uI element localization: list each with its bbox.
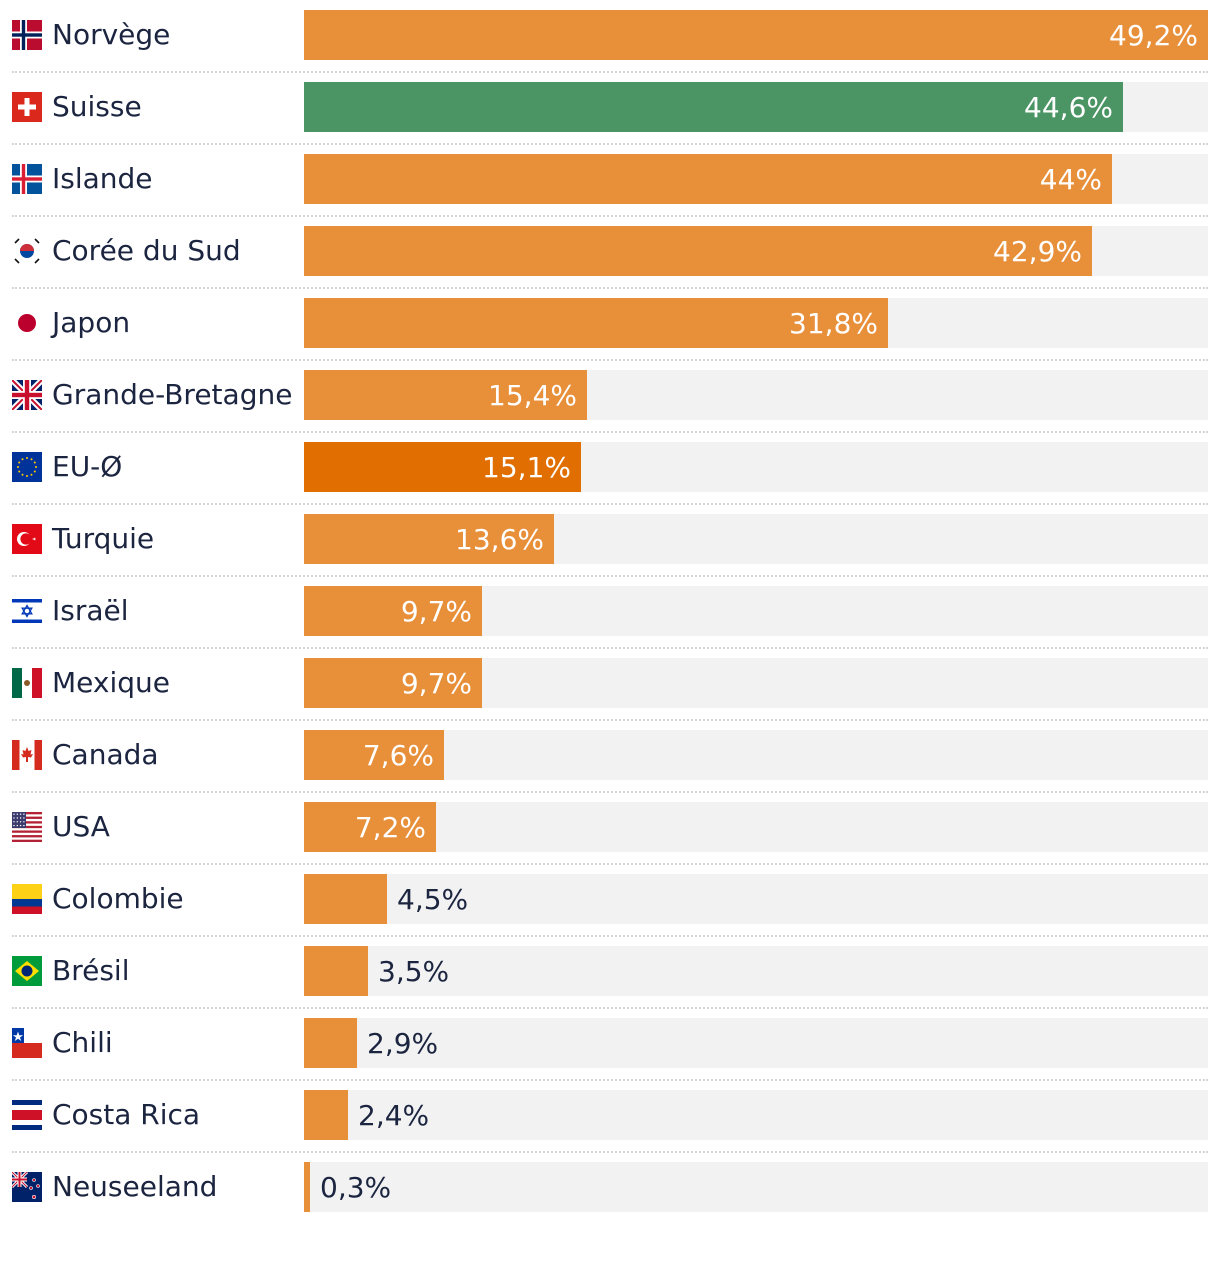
bar — [304, 298, 888, 348]
bar-track — [304, 1018, 1208, 1068]
country-label: Suisse — [52, 90, 142, 123]
country-label: Brésil — [52, 954, 130, 987]
bar-track — [304, 1162, 1208, 1212]
value-label: 9,7% — [400, 595, 472, 628]
new-zealand-flag-icon — [10, 1170, 42, 1202]
chile-flag-icon — [12, 1028, 42, 1058]
bar — [304, 1018, 357, 1068]
value-label: 2,9% — [367, 1027, 439, 1060]
country-label: Norvège — [52, 18, 171, 51]
row-separator — [12, 71, 1208, 73]
value-label: 0,3% — [320, 1171, 392, 1204]
value-label: 49,2% — [1109, 19, 1198, 52]
row-separator — [12, 1079, 1208, 1081]
value-label: 44,6% — [1024, 91, 1113, 124]
country-label: Mexique — [52, 666, 170, 699]
costa-rica-flag-icon — [12, 1100, 42, 1130]
country-label: Turquie — [52, 522, 155, 555]
bar — [304, 442, 581, 492]
south-korea-flag-icon — [12, 236, 42, 266]
row-separator — [12, 287, 1208, 289]
country-label: Corée du Sud — [52, 234, 241, 267]
value-label: 42,9% — [993, 235, 1082, 268]
value-label: 3,5% — [378, 955, 450, 988]
country-label: Japon — [52, 306, 131, 339]
bar-track — [304, 802, 1208, 852]
bar — [304, 10, 1208, 60]
value-label: 9,7% — [400, 667, 472, 700]
turkey-flag-icon — [12, 524, 42, 554]
value-label: 44% — [1039, 163, 1102, 196]
bar — [304, 370, 587, 420]
country-label: Israël — [52, 594, 129, 627]
bar — [304, 586, 482, 636]
row-separator — [12, 575, 1208, 577]
country-label: Canada — [52, 738, 159, 771]
iceland-flag-icon — [12, 164, 42, 194]
bar — [304, 946, 368, 996]
bar — [304, 82, 1123, 132]
eu-flag-icon — [12, 452, 42, 482]
country-label: Islande — [52, 162, 153, 195]
row-separator — [12, 1151, 1208, 1153]
bar — [304, 658, 482, 708]
value-label: 13,6% — [455, 523, 544, 556]
row-separator — [12, 719, 1208, 721]
norway-flag-icon — [12, 20, 42, 50]
israel-flag-icon — [12, 596, 42, 626]
uk-flag-icon — [9, 377, 45, 413]
row-separator — [12, 215, 1208, 217]
bar — [304, 802, 436, 852]
bar-track — [304, 1090, 1208, 1140]
mexico-flag-icon — [12, 668, 42, 698]
row-separator — [12, 863, 1208, 865]
value-label: 2,4% — [358, 1099, 430, 1132]
bar — [304, 226, 1092, 276]
bar — [304, 1162, 310, 1212]
value-label: 4,5% — [397, 883, 469, 916]
value-label: 15,1% — [482, 451, 571, 484]
country-label: Chili — [52, 1026, 113, 1059]
country-label: Costa Rica — [52, 1098, 201, 1131]
row-separator — [12, 359, 1208, 361]
row-separator — [12, 143, 1208, 145]
japan-flag-icon — [12, 308, 42, 338]
bar — [304, 874, 387, 924]
brazil-flag-icon — [12, 956, 42, 986]
colombia-flag-icon — [12, 884, 42, 914]
country-label: EU-Ø — [52, 450, 123, 483]
row-separator — [12, 791, 1208, 793]
bar-track — [304, 730, 1208, 780]
row-separator — [12, 503, 1208, 505]
value-label: 31,8% — [789, 307, 878, 340]
value-label: 15,4% — [488, 379, 577, 412]
country-label: Colombie — [52, 882, 184, 915]
row-separator — [12, 1007, 1208, 1009]
bar-track — [304, 946, 1208, 996]
canada-flag-icon — [12, 740, 42, 770]
row-separator — [12, 935, 1208, 937]
row-separator — [12, 647, 1208, 649]
bar — [304, 1090, 348, 1140]
value-label: 7,2% — [354, 811, 426, 844]
bar-track — [304, 874, 1208, 924]
usa-flag-icon — [12, 812, 42, 842]
country-label: Neuseeland — [52, 1170, 218, 1203]
country-label: Grande-Bretagne — [52, 378, 293, 411]
switzerland-flag-icon — [12, 92, 42, 122]
value-label: 7,6% — [362, 739, 434, 772]
bar — [304, 154, 1112, 204]
row-separator — [12, 431, 1208, 433]
country-label: USA — [52, 810, 110, 843]
bar — [304, 514, 554, 564]
bar — [304, 730, 444, 780]
